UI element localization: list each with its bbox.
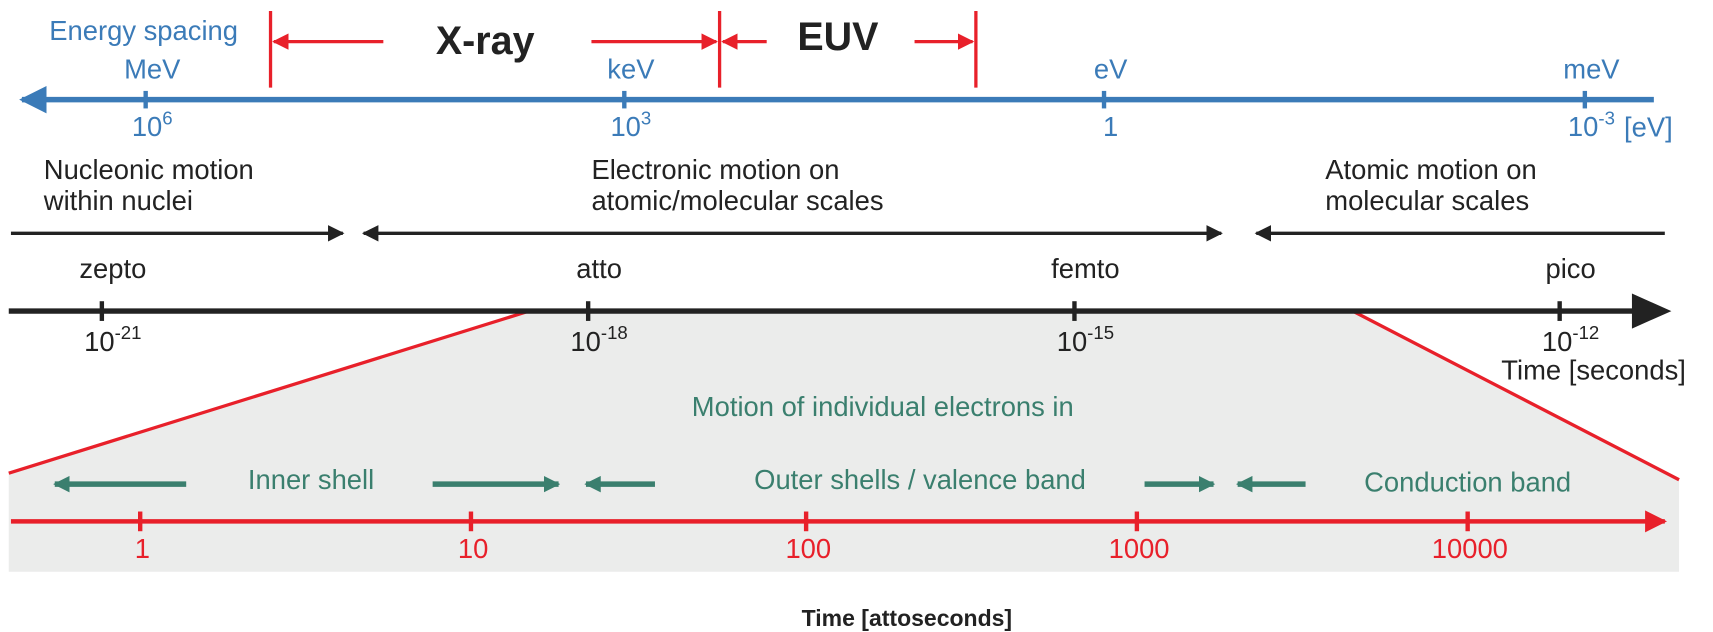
exponent: -18 — [601, 322, 628, 343]
energy-unit: [eV] — [1624, 111, 1673, 142]
unit-name: keV — [607, 53, 655, 84]
power-label: 1 — [1103, 111, 1118, 142]
prefix-name: femto — [1051, 253, 1119, 284]
base: 10 — [1542, 326, 1572, 357]
shell-label: Inner shell — [248, 464, 374, 495]
base: 10 — [84, 326, 114, 357]
power-label: 106 — [132, 107, 173, 142]
time-axis-head — [1631, 293, 1672, 329]
tick-label: 10000 — [1432, 533, 1508, 564]
tick-label: 100 — [785, 533, 831, 564]
region-text: atomic/molecular scales — [591, 185, 883, 216]
prefix-name: pico — [1546, 253, 1596, 284]
xray-label: X-ray — [436, 19, 535, 63]
energy-label: Energy spacing — [49, 15, 238, 46]
atto-ticks: 1 10 100 1000 10000 — [135, 511, 1508, 564]
region-text: Electronic motion on — [591, 154, 839, 185]
shell-label: Outer shells / valence band — [754, 464, 1086, 495]
tick-label: 1 — [135, 533, 150, 564]
tick-label: 10 — [458, 533, 488, 564]
time-label: Time [seconds] — [1501, 355, 1686, 386]
prefix-name: atto — [576, 253, 622, 284]
unit-name: MeV — [124, 53, 181, 84]
power-label: 10-3 — [1568, 107, 1615, 142]
base: 10 — [132, 111, 162, 142]
exponent: 3 — [641, 107, 651, 128]
base: 10 — [610, 111, 640, 142]
region-text: molecular scales — [1325, 185, 1529, 216]
region-text: within nuclei — [43, 185, 193, 216]
atto-label: Time [attoseconds] — [802, 605, 1012, 631]
zoom-title: Motion of individual electrons in — [692, 391, 1074, 422]
power-label: 10-12 — [1542, 322, 1599, 357]
power-label: 10-15 — [1057, 322, 1114, 357]
exponent: -15 — [1087, 322, 1114, 343]
region-text: Nucleonic motion — [44, 154, 254, 185]
power-label: 10-21 — [84, 322, 141, 357]
base: 1 — [1103, 111, 1118, 142]
power-label: 103 — [610, 107, 651, 142]
power-label: 10-18 — [570, 322, 627, 357]
base: 10 — [1568, 111, 1598, 142]
exponent: -3 — [1598, 107, 1615, 128]
base: 10 — [570, 326, 600, 357]
exponent: -21 — [115, 322, 142, 343]
tick-label: 1000 — [1109, 533, 1170, 564]
exponent: -12 — [1572, 322, 1599, 343]
base: 10 — [1057, 326, 1087, 357]
prefix-name: zepto — [79, 253, 146, 284]
unit-name: eV — [1094, 53, 1128, 84]
shell-label: Conduction band — [1364, 466, 1571, 497]
exponent: 6 — [162, 107, 172, 128]
unit-name: meV — [1563, 53, 1620, 84]
region-text: Atomic motion on — [1325, 154, 1536, 185]
band-brackets — [268, 10, 978, 88]
zoom-area — [8, 311, 1680, 572]
euv-label: EUV — [797, 15, 879, 59]
